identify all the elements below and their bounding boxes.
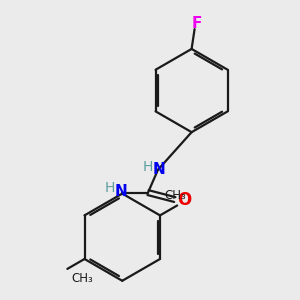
- Text: N: N: [115, 184, 128, 199]
- Text: H: H: [143, 160, 153, 174]
- Text: O: O: [178, 190, 192, 208]
- Text: H: H: [104, 181, 115, 195]
- Text: CH₃: CH₃: [71, 272, 93, 285]
- Text: CH₃: CH₃: [164, 188, 186, 202]
- Text: N: N: [152, 162, 165, 177]
- Text: F: F: [191, 16, 202, 31]
